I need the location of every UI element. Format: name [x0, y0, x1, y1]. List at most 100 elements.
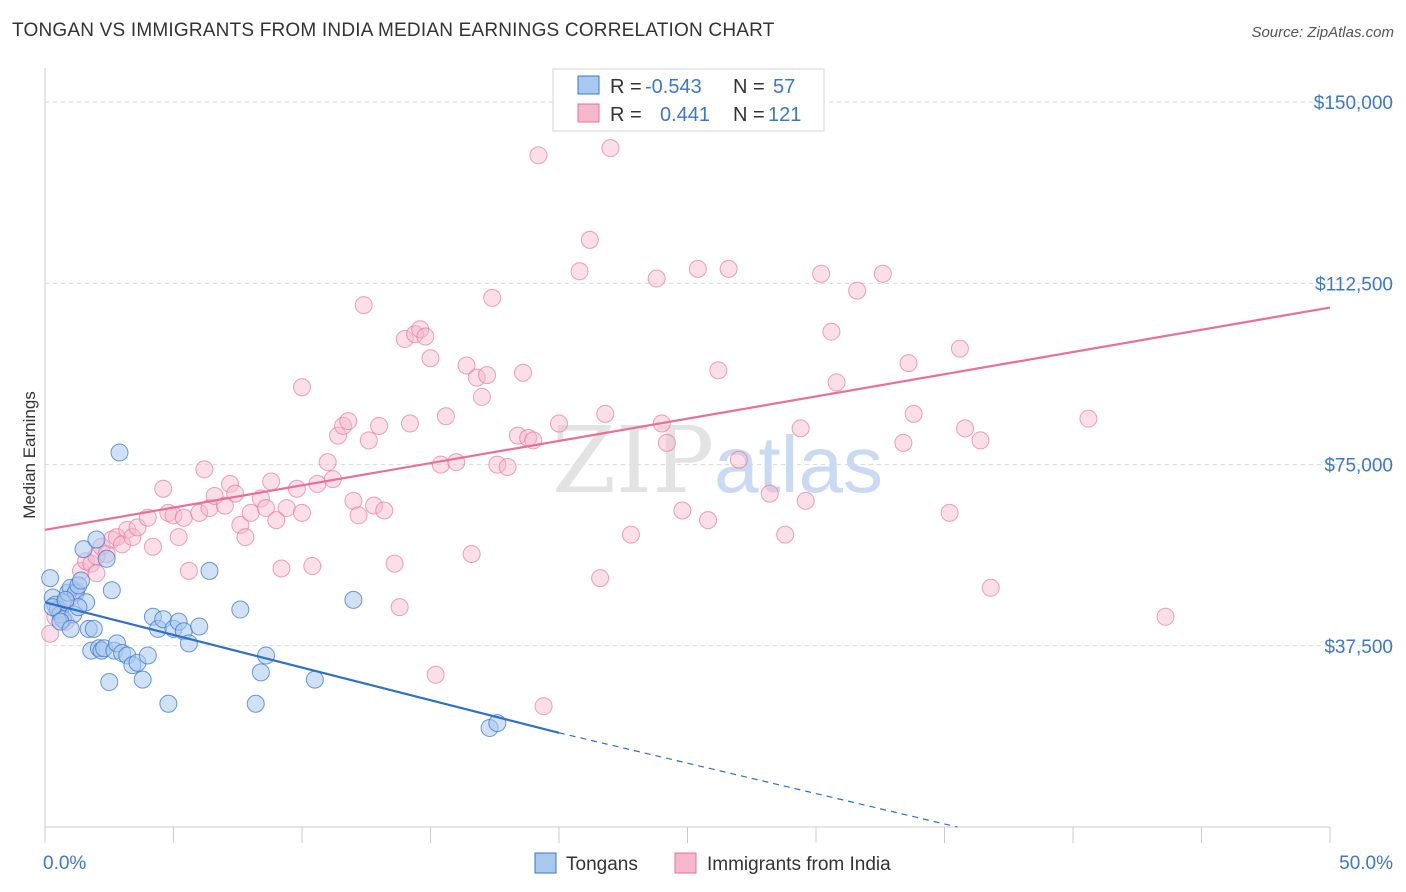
- y-tick-label: $112,500: [1315, 274, 1393, 295]
- india-point: [478, 366, 497, 385]
- india-point: [370, 416, 389, 435]
- india-point: [873, 264, 892, 283]
- india-point: [354, 296, 373, 315]
- india-point: [514, 363, 533, 382]
- bottom-legend-swatch-tongans: [534, 852, 557, 874]
- india-point: [904, 404, 923, 423]
- tongan-point: [305, 670, 324, 689]
- x-tick-label: 50.0%: [1339, 853, 1393, 874]
- india-point: [776, 525, 795, 544]
- legend-r-label: R =: [610, 104, 642, 126]
- watermark-atlas: atlas: [714, 420, 883, 509]
- legend-box: R = -0.543 N = 57 R = 0.441 N = 121: [552, 68, 825, 132]
- india-point: [123, 528, 142, 547]
- legend-n-label: N =: [733, 104, 765, 126]
- india-point: [364, 496, 383, 515]
- india-point: [472, 387, 491, 406]
- india-point: [349, 506, 368, 525]
- tongan-point: [84, 619, 103, 638]
- tongan-point: [87, 530, 106, 549]
- india-point: [796, 491, 815, 510]
- india-point: [621, 525, 640, 544]
- tongan-point: [344, 590, 363, 609]
- bottom-legend-swatch-india: [674, 852, 697, 874]
- tongan-point: [74, 540, 93, 559]
- tongan-point: [200, 561, 219, 580]
- india-point: [390, 598, 409, 617]
- india-point: [827, 373, 846, 392]
- india-point: [699, 511, 718, 530]
- india-point: [395, 329, 414, 348]
- india-point: [226, 484, 245, 503]
- india-point: [241, 503, 260, 522]
- india-point: [447, 453, 466, 472]
- bottom-legend: Tongans Immigrants from India: [534, 852, 891, 875]
- source-label: Source: ZipAtlas.com: [1251, 24, 1394, 41]
- india-point: [981, 578, 1000, 597]
- india-point: [221, 474, 240, 493]
- india-point: [570, 262, 589, 281]
- india-point: [760, 484, 779, 503]
- india-point: [113, 535, 132, 554]
- tongan-point: [246, 694, 265, 713]
- india-point: [344, 491, 363, 510]
- tongan-point: [102, 581, 121, 600]
- trend-lines: [44, 306, 1331, 828]
- india-point: [822, 322, 841, 341]
- india-point: [179, 561, 198, 580]
- tongan-trend-line: [44, 601, 560, 734]
- india-point: [431, 455, 450, 474]
- india-point: [375, 501, 394, 520]
- india-point: [498, 457, 517, 476]
- india-point: [899, 354, 918, 373]
- tick-labels: $37,500 $75,000 $112,500 $150,000 0.0% 50.0%: [43, 93, 1393, 874]
- india-point: [791, 419, 810, 438]
- watermark-zip: ZIP: [552, 407, 714, 514]
- legend-r-value: 0.441: [660, 104, 710, 126]
- india-point: [87, 564, 106, 583]
- india-point: [848, 281, 867, 300]
- tongan-point: [231, 600, 250, 619]
- india-point: [529, 146, 548, 165]
- india-point: [400, 414, 419, 433]
- india-point: [709, 361, 728, 380]
- india-point: [287, 479, 306, 498]
- india-point: [267, 511, 286, 530]
- watermark: ZIP atlas: [552, 407, 883, 514]
- tongan-point: [41, 569, 60, 588]
- india-point: [339, 412, 358, 431]
- india-trend-line: [44, 306, 1331, 531]
- tongan-point: [138, 646, 157, 665]
- legend-n-label: N =: [733, 76, 765, 98]
- india-point: [940, 503, 959, 522]
- legend-r-value: -0.543: [645, 76, 702, 98]
- y-tick-label: $37,500: [1324, 637, 1393, 658]
- india-point: [647, 269, 666, 288]
- tongan-point: [251, 663, 270, 682]
- india-point: [334, 416, 353, 435]
- legend-n-value: 121: [768, 104, 801, 126]
- india-point: [534, 697, 553, 716]
- india-point: [154, 479, 173, 498]
- india-point: [729, 450, 748, 469]
- india-point: [293, 503, 311, 522]
- tongan-point: [100, 673, 119, 692]
- india-point: [262, 472, 281, 491]
- tongan-points: [41, 443, 507, 737]
- tongan-point: [71, 571, 90, 590]
- axes: [44, 68, 1331, 843]
- india-point: [318, 453, 337, 472]
- india-point: [657, 433, 676, 452]
- india-point: [190, 503, 209, 522]
- x-tick-label: 0.0%: [43, 853, 86, 874]
- india-point: [894, 433, 913, 452]
- tongan-point: [190, 617, 209, 636]
- india-point: [293, 378, 311, 397]
- india-point: [174, 508, 193, 527]
- india-point: [1079, 409, 1098, 428]
- india-point: [1156, 607, 1175, 626]
- chart-title: TONGAN VS IMMIGRANTS FROM INDIA MEDIAN E…: [12, 20, 775, 41]
- y-tick-label: $150,000: [1314, 93, 1393, 114]
- india-point: [673, 501, 692, 520]
